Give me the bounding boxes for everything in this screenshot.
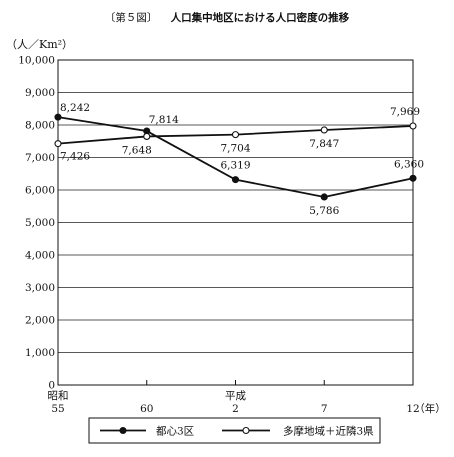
y-tick-label: 8,000 (25, 120, 55, 132)
series-layer (54, 113, 417, 201)
data-point (231, 131, 240, 139)
y-tick-label: 7,000 (25, 152, 55, 164)
data-label: 6,360 (394, 158, 424, 170)
y-tick-label: 4,000 (25, 250, 55, 262)
data-label: 7,814 (149, 114, 179, 126)
legend-label: 都心3区 (156, 426, 194, 438)
data-point (231, 176, 240, 184)
data-label: 7,969 (390, 106, 420, 118)
y-tick-label: 1,000 (25, 347, 55, 359)
data-point (320, 193, 328, 201)
x-tick-era-label: 昭和 (48, 390, 69, 402)
data-label: 7,704 (220, 143, 250, 155)
data-label: 7,648 (122, 144, 152, 156)
legend-marker (119, 426, 127, 435)
legend: 都心3区 多摩地域＋近隣3県 (88, 417, 381, 444)
x-tick-label: 60 (140, 403, 153, 415)
x-axis-label: （年） (414, 402, 446, 415)
y-tick-label: 6,000 (25, 185, 55, 197)
legend-marker (242, 426, 250, 435)
data-labels: 8,242 7,814 6,319 5,786 6,360 7,426 7,648 7,704… (60, 102, 424, 217)
data-point (409, 122, 417, 130)
figure-label: 〔第５図〕 (104, 12, 158, 24)
x-tick-label: 12 (406, 403, 419, 415)
x-tick-label: 55 (51, 403, 64, 415)
data-point (54, 140, 62, 148)
y-axis-label: （人／Km²） (6, 38, 73, 51)
grid (58, 59, 413, 386)
y-tick-label: 10,000 (18, 55, 55, 67)
chart-title: 人口集中地区における人口密度の推移 (170, 12, 350, 24)
x-tick-label: 2 (232, 403, 239, 415)
x-tick-era-label: 平成 (225, 390, 246, 402)
y-tick-label: 3,000 (25, 282, 55, 294)
y-tick-label: 5,000 (25, 217, 55, 229)
y-tick-label: 0 (48, 380, 55, 392)
data-point (54, 113, 62, 121)
data-point (143, 132, 151, 140)
chart-title-block: 〔第５図〕 人口集中地区における人口密度の推移 (0, 10, 454, 25)
data-point (409, 174, 417, 182)
data-label: 5,786 (309, 205, 339, 217)
axes: 0 1,000 2,000 3,000 4,000 5,000 6,000 7,000 8,00… (6, 38, 446, 415)
x-tick-label: 7 (321, 403, 328, 415)
data-label: 6,319 (220, 160, 250, 172)
y-tick-label: 2,000 (25, 315, 55, 327)
data-label: 7,847 (309, 138, 339, 150)
data-label: 7,426 (60, 151, 90, 163)
y-tick-label: 9,000 (25, 87, 55, 99)
data-label: 8,242 (60, 102, 90, 114)
data-point (320, 126, 328, 134)
legend-label: 多摩地域＋近隣3県 (283, 425, 374, 438)
